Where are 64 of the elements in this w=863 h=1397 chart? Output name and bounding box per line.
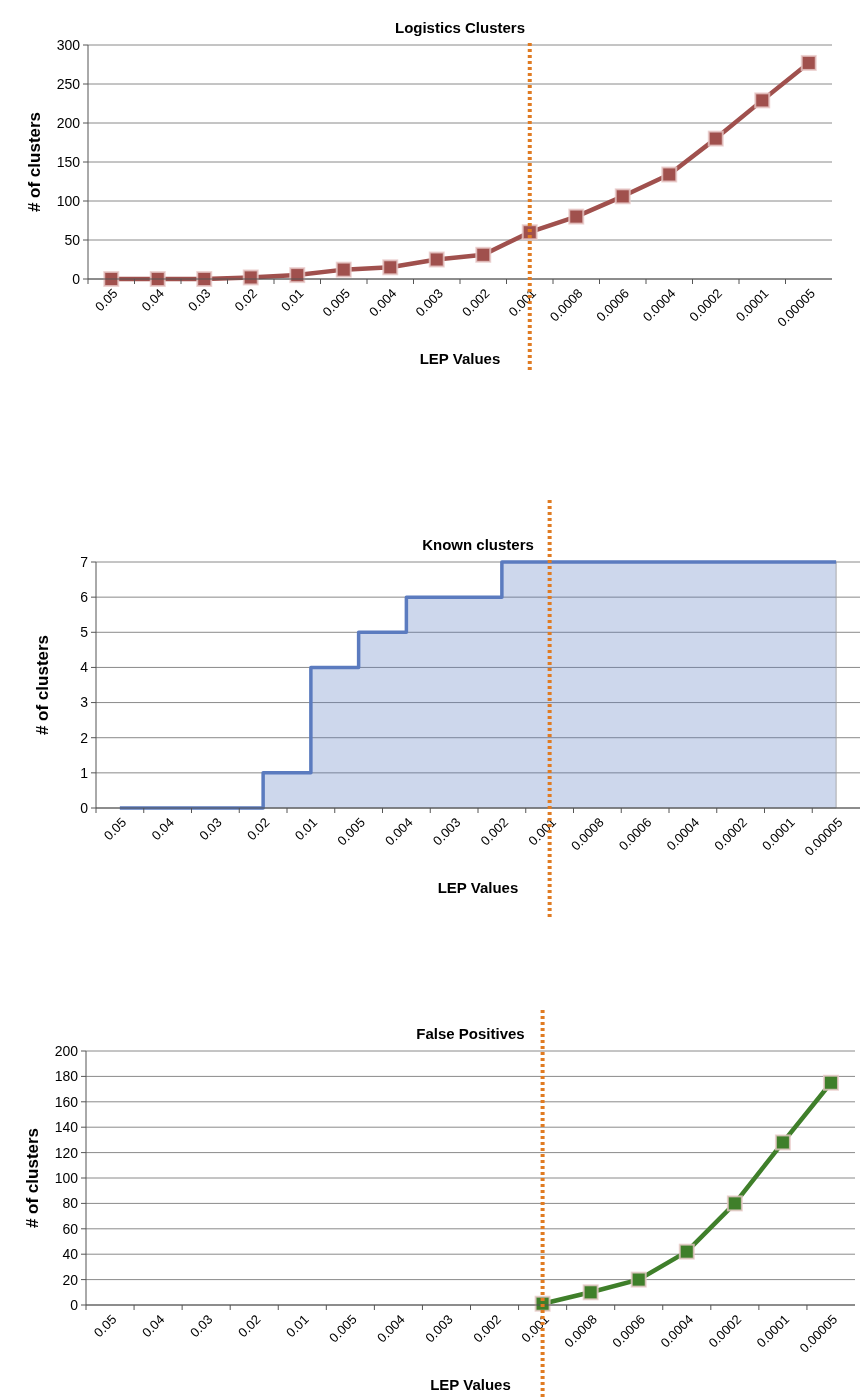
y-tick-label: 40 xyxy=(62,1246,79,1263)
point xyxy=(661,166,678,183)
point xyxy=(726,1195,743,1212)
point xyxy=(582,1284,599,1301)
x-tick-label: 0.03 xyxy=(196,814,225,844)
y-tick-label: 0 xyxy=(80,799,89,816)
point xyxy=(382,259,399,276)
x-tick-label: 0.04 xyxy=(148,814,177,844)
y-tick-label: 300 xyxy=(56,36,81,53)
y-tick-label: 200 xyxy=(56,114,81,131)
x-tick-label: 0.03 xyxy=(185,285,214,315)
y-tick-label: 60 xyxy=(62,1220,79,1237)
y-tick-label: 4 xyxy=(80,659,89,676)
point xyxy=(678,1243,695,1260)
y-tick-label: 80 xyxy=(62,1195,79,1212)
point xyxy=(614,188,631,205)
y-tick-label: 6 xyxy=(80,589,89,606)
point xyxy=(707,130,724,147)
y-tick-label: 0 xyxy=(72,270,81,287)
x-axis-title: LEP Values xyxy=(437,879,519,896)
y-tick-label: 1 xyxy=(80,764,89,781)
chart-title: Known clusters xyxy=(422,536,534,553)
y-tick-label: 100 xyxy=(54,1169,79,1186)
y-tick-label: 100 xyxy=(56,192,81,209)
y-axis-title: # of clusters xyxy=(25,111,44,213)
x-tick-label: 0.01 xyxy=(291,814,321,844)
point xyxy=(335,261,352,278)
point xyxy=(754,92,771,109)
y-tick-label: 200 xyxy=(54,1042,79,1059)
y-tick-label: 20 xyxy=(62,1271,79,1288)
y-tick-label: 3 xyxy=(80,694,89,711)
y-tick-label: 250 xyxy=(56,75,81,92)
point xyxy=(630,1271,647,1288)
y-tick-label: 140 xyxy=(54,1119,79,1136)
y-tick-label: 160 xyxy=(54,1093,79,1110)
y-tick-label: 2 xyxy=(80,729,89,746)
x-tick-label: 0.04 xyxy=(138,1311,168,1341)
point xyxy=(800,54,817,71)
x-tick-label: 0.02 xyxy=(235,1311,264,1341)
x-tick-label: 0.02 xyxy=(243,814,273,844)
y-tick-label: 120 xyxy=(54,1144,79,1161)
point xyxy=(475,246,492,263)
x-tick-label: 0.04 xyxy=(138,285,168,315)
x-tick-label: 0.05 xyxy=(100,814,130,844)
point xyxy=(822,1074,839,1091)
y-tick-label: 180 xyxy=(54,1068,79,1085)
x-tick-label: 0.03 xyxy=(186,1311,216,1341)
point xyxy=(428,251,445,268)
point xyxy=(568,208,585,225)
y-axis-title: # of clusters xyxy=(23,1127,42,1229)
y-tick-label: 7 xyxy=(80,553,89,570)
y-tick-label: 0 xyxy=(70,1296,79,1313)
chart-title: Logistics Clusters xyxy=(394,19,526,36)
x-tick-label: 0.01 xyxy=(278,285,307,315)
x-tick-label: 0.01 xyxy=(283,1311,312,1341)
point xyxy=(774,1134,791,1151)
y-tick-label: 150 xyxy=(56,153,81,170)
x-axis-title: LEP Values xyxy=(430,1376,511,1393)
y-axis-title: # of clusters xyxy=(33,634,52,736)
y-tick-label: 5 xyxy=(80,624,89,641)
x-tick-label: 0.02 xyxy=(231,285,261,315)
y-tick-label: 50 xyxy=(64,231,81,248)
chart-title: False Positives xyxy=(416,1025,525,1042)
x-axis-title: LEP Values xyxy=(419,350,501,367)
